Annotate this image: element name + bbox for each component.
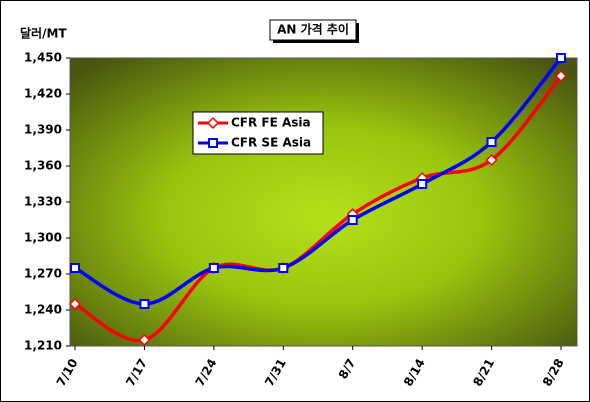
marker — [208, 138, 218, 148]
marker — [278, 263, 289, 273]
y-tick-label: 1,420 — [24, 87, 62, 101]
y-axis-label: 달러/MT — [20, 26, 67, 41]
legend-label: CFR SE Asia — [231, 136, 311, 150]
y-tick-label: 1,270 — [24, 267, 62, 281]
marker — [347, 215, 358, 225]
title-box — [269, 19, 357, 41]
marker — [208, 263, 219, 273]
marker — [554, 69, 568, 83]
y-tick-label: 1,450 — [24, 51, 62, 65]
marker — [139, 299, 150, 309]
marker — [417, 179, 428, 189]
plot-area — [69, 57, 578, 347]
marker — [485, 153, 498, 167]
y-tick-label: 1,330 — [24, 195, 62, 209]
y-tick-label: 1,360 — [24, 159, 62, 173]
y-tick-label: 1,390 — [24, 123, 62, 137]
marker — [70, 263, 80, 273]
y-tick-label: 1,240 — [24, 303, 62, 317]
legend-label: CFR FE Asia — [231, 116, 311, 130]
marker — [556, 53, 567, 63]
chart-title: AN 가격 추이 — [277, 22, 349, 37]
marker — [138, 333, 151, 347]
marker — [68, 297, 82, 311]
marker — [206, 116, 220, 130]
y-tick-label: 1,210 — [24, 339, 62, 353]
marker — [486, 137, 497, 147]
y-tick-label: 1,300 — [24, 231, 62, 245]
